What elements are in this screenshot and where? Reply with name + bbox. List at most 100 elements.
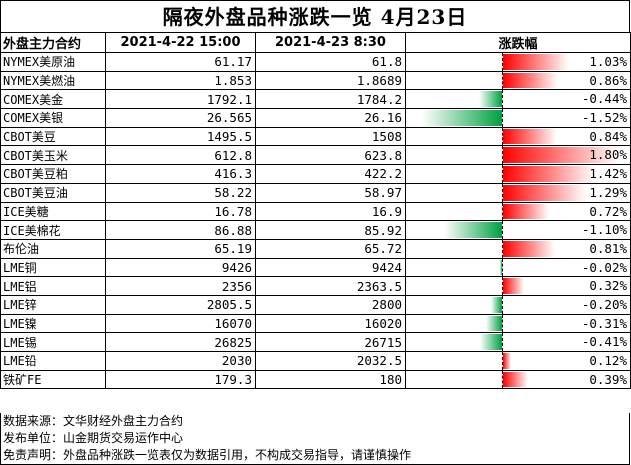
change-bar — [503, 147, 619, 164]
prev-price: 179.3 — [105, 369, 256, 390]
contract-name: LME锡 — [0, 332, 106, 352]
contract-name: 布伦油 — [0, 238, 106, 259]
contract-name: LME铝 — [0, 276, 106, 296]
prev-price: 1.853 — [105, 70, 256, 91]
change-bar — [503, 371, 528, 388]
curr-price: 65.72 — [255, 238, 406, 259]
change-percent: 1.80% — [589, 147, 627, 163]
change-bar — [486, 315, 502, 332]
zero-line — [502, 90, 503, 108]
table-row: NYMEX美原油 61.17 61.8 1.03% — [0, 52, 631, 72]
change-bar — [444, 222, 502, 238]
change-cell: -0.02% — [405, 257, 631, 278]
curr-price: 1508 — [255, 126, 406, 147]
contract-name: CBOT美豆粕 — [0, 164, 106, 184]
change-cell: -0.20% — [405, 294, 631, 315]
table-row: LME镍 16070 16020 -0.31% — [0, 313, 631, 334]
zero-line — [502, 333, 503, 351]
zero-line — [502, 371, 503, 388]
footer-source: 数据来源：文华财经外盘主力合约 — [3, 414, 184, 428]
price-change-table: 外盘主力合约 2021-4-22 15:00 2021-4-23 8:30 涨跌… — [0, 32, 631, 390]
contract-name: 铁矿FE — [0, 369, 106, 390]
prev-price: 26.565 — [105, 108, 256, 128]
change-bar — [503, 184, 586, 201]
table-row: CBOT美豆粕 416.3 422.2 1.42% — [0, 164, 631, 184]
prev-price: 1495.5 — [105, 126, 256, 147]
footer-publisher: 发布单位：山金期货交易运作中心 — [3, 431, 184, 445]
change-bar — [503, 166, 595, 182]
table-row: COMEX美金 1792.1 1784.2 -0.44% — [0, 89, 631, 110]
change-percent: -1.10% — [581, 222, 627, 238]
prev-price: 58.22 — [105, 182, 256, 203]
zero-line — [502, 240, 503, 258]
prev-price: 65.19 — [105, 238, 256, 259]
change-cell: 0.81% — [405, 238, 631, 259]
contract-name: CBOT美豆 — [0, 126, 106, 147]
prev-price: 2030 — [105, 351, 256, 371]
change-percent: 0.86% — [589, 72, 627, 88]
change-cell: 0.12% — [405, 351, 631, 371]
curr-price: 26715 — [255, 332, 406, 352]
zero-line — [502, 72, 503, 89]
curr-price: 2363.5 — [255, 276, 406, 296]
prev-price: 2805.5 — [105, 294, 256, 315]
contract-name: LME铜 — [0, 257, 106, 278]
prev-price: 61.17 — [105, 52, 256, 72]
zero-line — [502, 109, 503, 127]
change-percent: 0.32% — [589, 278, 627, 294]
change-bar — [479, 91, 502, 108]
contract-name: COMEX美金 — [0, 89, 106, 110]
table-row: ICE美糖 16.78 16.9 0.72% — [0, 201, 631, 222]
change-cell: 1.03% — [405, 52, 631, 72]
header-change: 涨跌幅 — [405, 32, 631, 53]
contract-name: CBOT美豆油 — [0, 182, 106, 203]
change-cell: 0.84% — [405, 126, 631, 147]
change-bar — [503, 128, 557, 145]
change-cell: -1.52% — [405, 108, 631, 128]
zero-line — [502, 53, 503, 71]
change-cell: 1.80% — [405, 145, 631, 166]
change-percent: 1.42% — [589, 166, 627, 182]
table-row: 铁矿FE 179.3 180 0.39% — [0, 369, 631, 390]
change-percent: 1.29% — [589, 184, 627, 200]
curr-price: 9424 — [255, 257, 406, 278]
zero-line — [502, 202, 503, 220]
change-cell: -1.10% — [405, 220, 631, 240]
zero-line — [502, 165, 503, 183]
curr-price: 16.9 — [255, 201, 406, 222]
change-percent: 1.03% — [589, 54, 627, 69]
prev-price: 26825 — [105, 332, 256, 352]
table-row: 布伦油 65.19 65.72 0.81% — [0, 238, 631, 259]
table-row: LME锡 26825 26715 -0.41% — [0, 332, 631, 352]
curr-price: 58.97 — [255, 182, 406, 203]
change-cell: -0.44% — [405, 89, 631, 110]
zero-line — [502, 352, 503, 370]
table-header-row: 外盘主力合约 2021-4-22 15:00 2021-4-23 8:30 涨跌… — [0, 32, 631, 53]
header-prev-time: 2021-4-22 15:00 — [105, 32, 256, 53]
table-row: CBOT美豆 1495.5 1508 0.84% — [0, 126, 631, 147]
table-row: COMEX美银 26.565 26.16 -1.52% — [0, 108, 631, 128]
change-bar — [503, 203, 549, 220]
change-bar — [500, 259, 502, 276]
curr-price: 1784.2 — [255, 89, 406, 110]
curr-price: 26.16 — [255, 108, 406, 128]
table-row: LME铅 2030 2032.5 0.12% — [0, 351, 631, 371]
change-cell: 0.72% — [405, 201, 631, 222]
zero-line — [502, 184, 503, 202]
change-percent: 0.39% — [589, 371, 627, 387]
change-cell: 1.42% — [405, 164, 631, 184]
curr-price: 2032.5 — [255, 351, 406, 371]
change-cell: -0.41% — [405, 332, 631, 352]
prev-price: 9426 — [105, 257, 256, 278]
report-title: 隔夜外盘品种涨跌一览 4月23日 — [0, 0, 630, 32]
table-row: ICE美棉花 86.88 85.92 -1.10% — [0, 220, 631, 240]
contract-name: COMEX美银 — [0, 108, 106, 128]
change-cell: 0.86% — [405, 70, 631, 91]
change-bar — [503, 54, 569, 70]
change-percent: -1.52% — [581, 110, 627, 126]
change-cell: 0.39% — [405, 369, 631, 390]
curr-price: 422.2 — [255, 164, 406, 184]
change-percent: -0.41% — [581, 334, 627, 350]
table-row: LME铜 9426 9424 -0.02% — [0, 257, 631, 278]
change-percent: 0.72% — [589, 203, 627, 219]
